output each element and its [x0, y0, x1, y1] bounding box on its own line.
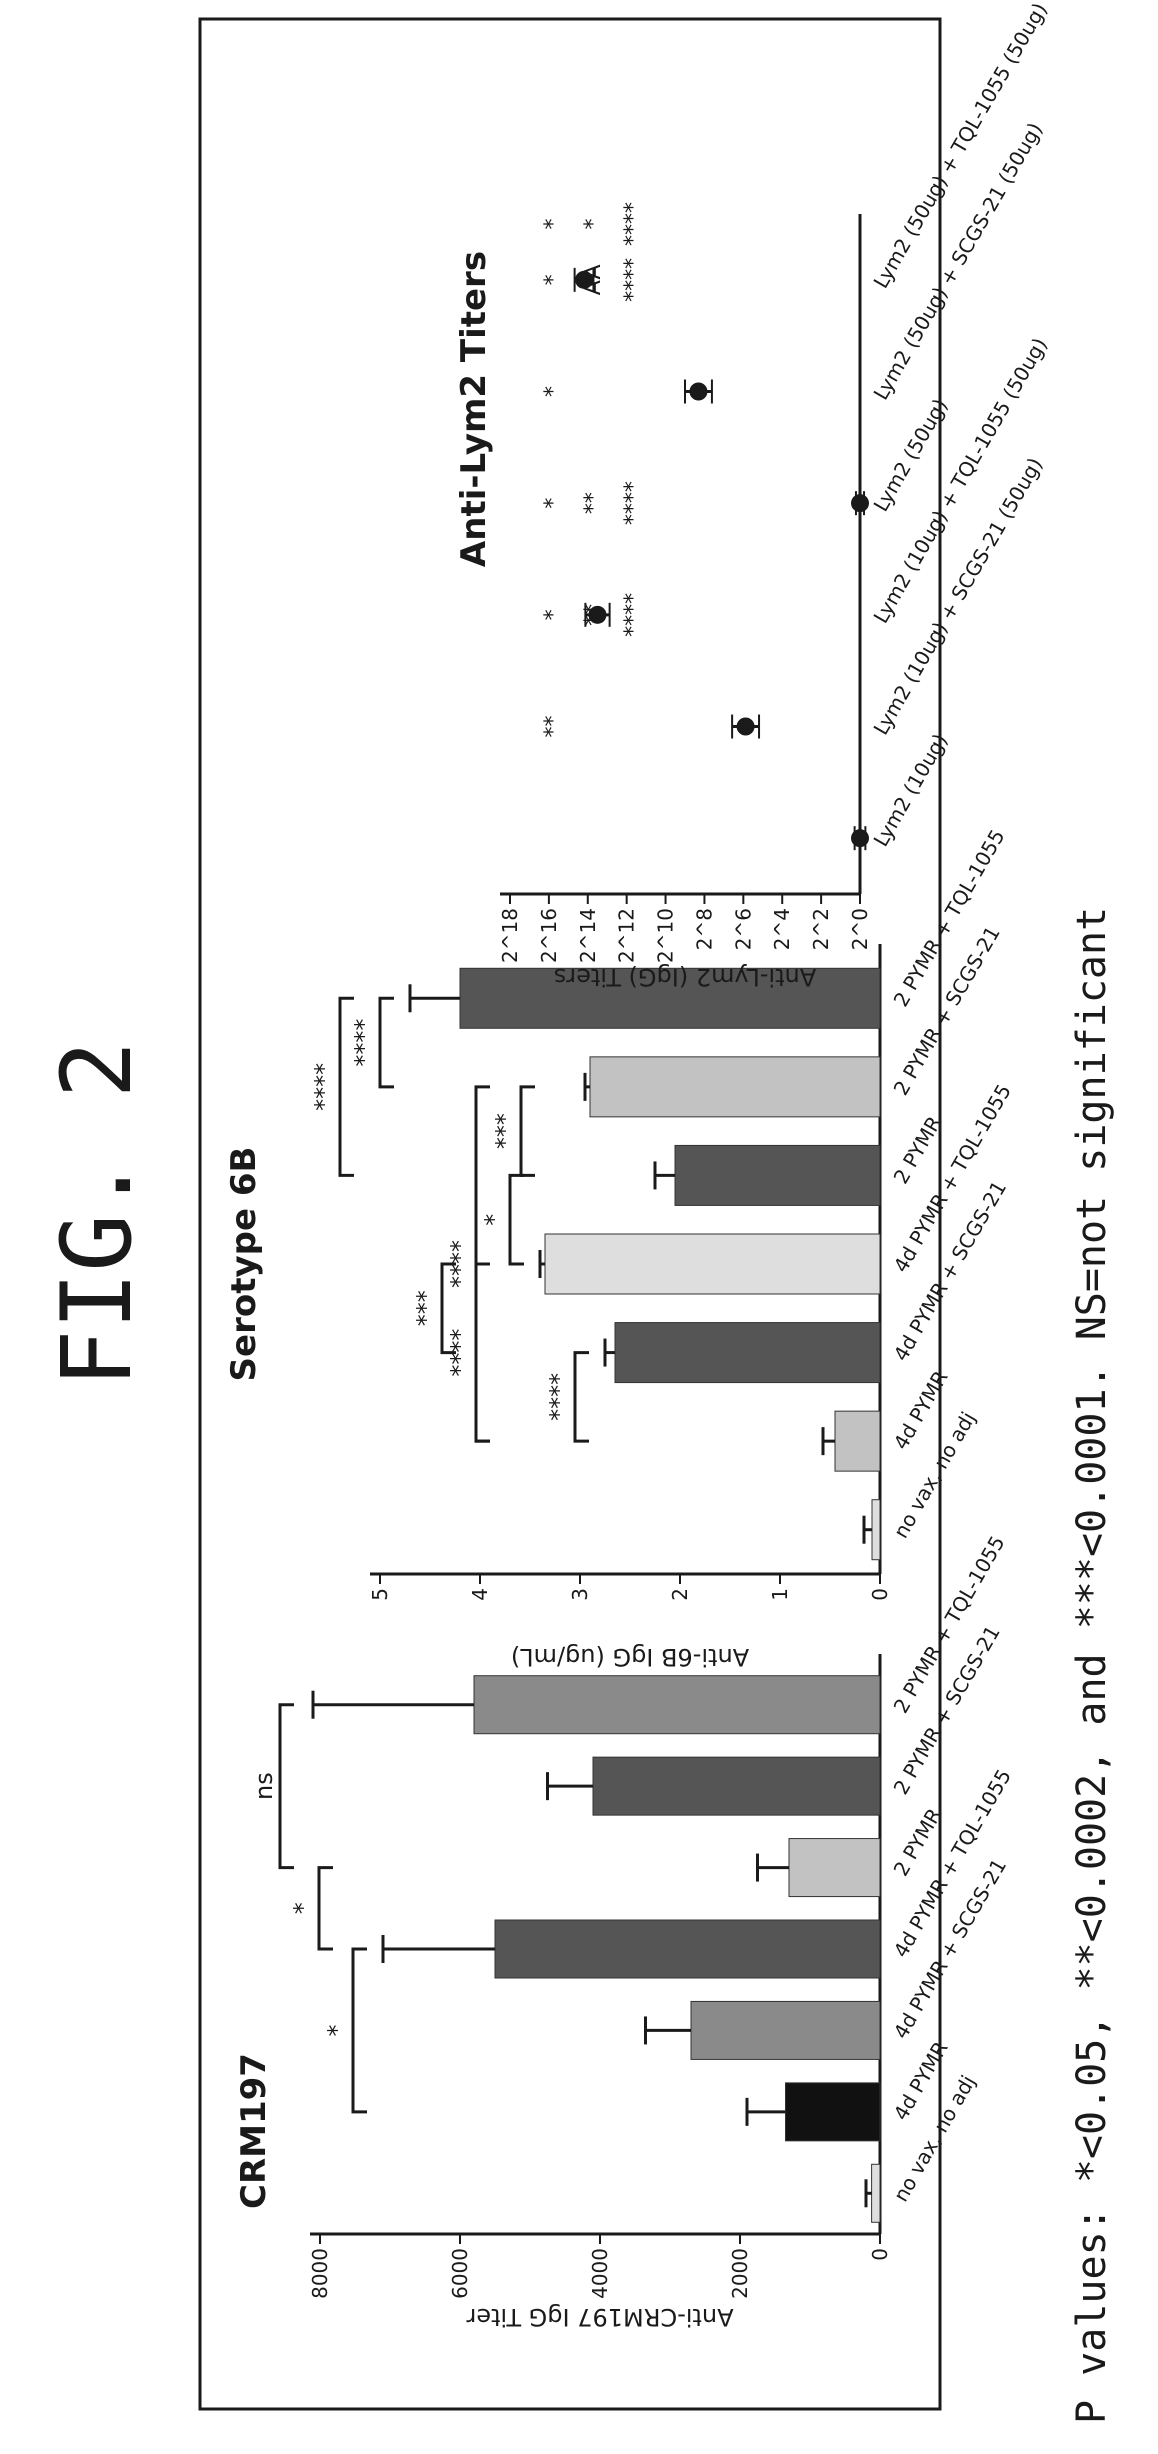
- significance-annotation: ****: [621, 481, 646, 525]
- significance-label: *: [323, 2024, 351, 2036]
- bar: [871, 2163, 881, 2223]
- bar: [494, 1919, 881, 1979]
- y-tick-label: 5: [368, 1588, 392, 1601]
- chart-panel-2: 2^0 2^2 2^4 2^6 2^8 2^10 2^12 2^14 2^16 2^18 Anti-…: [454, 0, 1052, 991]
- y-tick-label: 0: [868, 2248, 892, 2261]
- bar: [788, 1838, 881, 1898]
- y-tick-label: 2^14: [576, 908, 600, 963]
- y-tick-label: 0: [868, 1588, 892, 1601]
- significance-bracket: [278, 1703, 294, 1870]
- y-tick-label: 1: [768, 1588, 792, 1601]
- significance-annotation: *: [541, 219, 566, 230]
- y-axis-label: Anti-CRM197 IgG Titer: [466, 2303, 733, 2331]
- significance-bracket: [351, 1947, 367, 2114]
- significance-annotation: ****: [621, 593, 646, 637]
- significance-annotation: ****: [621, 258, 646, 302]
- y-tick-label: 2^6: [731, 908, 755, 950]
- significance-label: ****: [350, 1019, 378, 1067]
- chart-panels: 0 2000 4000 6000 8000 Anti-CRM197 IgG Titer CR…: [224, 0, 1052, 2331]
- significance-annotation: **: [581, 604, 606, 626]
- chart-title: Serotype 6B: [224, 1147, 264, 1382]
- significance-label: ****: [310, 1063, 338, 1111]
- significance-annotation: **: [581, 492, 606, 514]
- significance-bracket: [440, 1262, 456, 1355]
- figure-title: FIG. 2: [41, 1041, 153, 1388]
- significance-bracket: [573, 1351, 589, 1443]
- data-point: [736, 717, 755, 736]
- data-point: [588, 605, 607, 624]
- bar: [871, 1499, 881, 1561]
- chart-title: Anti-Lym2 Titers: [454, 251, 494, 567]
- y-axis-label: Anti-Lym2 (IgG) Titers: [554, 963, 816, 991]
- significance-bracket: [317, 1866, 333, 1951]
- y-tick-label: 2000: [728, 2248, 752, 2299]
- y-tick-label: 2^12: [615, 908, 639, 963]
- bar: [690, 2000, 881, 2060]
- bar: [674, 1144, 881, 1206]
- significance-annotation: *: [541, 274, 566, 285]
- data-point: [851, 829, 869, 848]
- y-tick-label: 6000: [448, 2248, 472, 2299]
- y-tick-label: 4000: [588, 2248, 612, 2299]
- y-tick-label: 2^8: [692, 908, 716, 950]
- significance-annotation: *: [541, 609, 566, 620]
- y-tick-label: 2: [668, 1588, 692, 1601]
- chart-title: CRM197: [234, 2053, 274, 2209]
- bar: [589, 1056, 881, 1118]
- y-tick-label: 2^4: [770, 908, 794, 950]
- y-tick-label: 2^0: [848, 908, 872, 950]
- bar: [592, 1756, 881, 1816]
- data-point: [851, 494, 869, 513]
- significance-label: ****: [446, 1240, 474, 1288]
- y-tick-label: 2^16: [537, 908, 561, 963]
- data-point: [689, 382, 708, 401]
- data-point: [575, 270, 594, 289]
- significance-label: ***: [491, 1113, 519, 1149]
- bar: [473, 1675, 881, 1735]
- bar: [544, 1233, 881, 1295]
- figure-frame: [198, 17, 942, 2411]
- bar: [614, 1322, 881, 1384]
- y-tick-label: 4: [468, 1588, 492, 1601]
- significance-bracket: [474, 1085, 490, 1443]
- y-axis-label: Anti-6B IgG (ug/mL): [511, 1643, 749, 1671]
- significance-annotation: ****: [621, 202, 646, 246]
- y-tick-label: 2^18: [498, 908, 522, 963]
- significance-bracket: [338, 996, 354, 1177]
- significance-annotation: AA: [581, 264, 606, 295]
- significance-annotation: *: [541, 386, 566, 397]
- y-tick-label: 3: [568, 1588, 592, 1601]
- significance-label: ***: [412, 1290, 440, 1326]
- significance-bracket: [519, 1085, 535, 1177]
- category-label: 2 PYMR + SCGS-21: [889, 922, 1005, 1099]
- category-label: 2 PYMR: [889, 1112, 947, 1188]
- significance-label: *: [289, 1902, 317, 1914]
- significance-bracket: [474, 1262, 490, 1443]
- y-tick-label: 2^10: [654, 908, 678, 963]
- significance-label: ns: [250, 1772, 278, 1800]
- p-values-footnote: P values: *<0.05, **<0.0002, and ***<0.0…: [1069, 907, 1115, 2424]
- significance-label: ****: [545, 1373, 573, 1421]
- significance-annotation: **: [541, 716, 566, 738]
- bar: [785, 2082, 881, 2142]
- bar: [834, 1410, 881, 1472]
- significance-annotation: *: [541, 498, 566, 509]
- significance-label: *: [480, 1214, 508, 1226]
- significance-bracket: [378, 996, 394, 1089]
- significance-annotation: *: [581, 219, 606, 230]
- y-tick-label: 8000: [308, 2248, 332, 2299]
- y-tick-label: 2^2: [809, 908, 833, 950]
- significance-bracket: [508, 1173, 524, 1266]
